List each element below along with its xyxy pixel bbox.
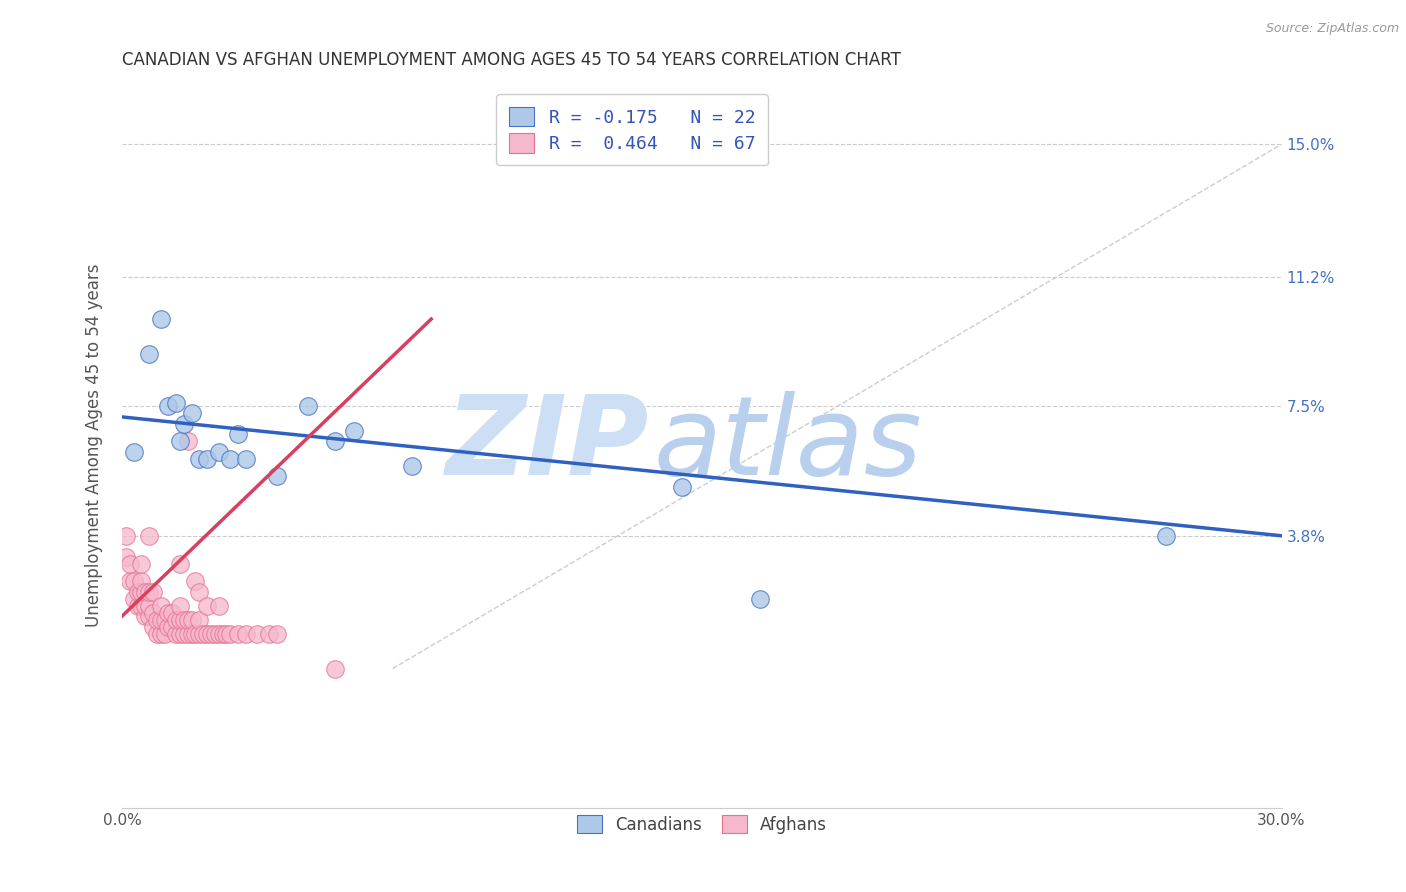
Point [195,599,218,613]
Point [149,312,172,326]
Point [138,599,160,613]
Point [118,574,141,589]
Point [153,626,176,640]
Point [235,626,257,640]
Point [184,574,207,589]
Point [195,451,218,466]
Legend: Canadians, Afghans: Canadians, Afghans [567,805,837,844]
Point [748,591,770,606]
Text: Source: ZipAtlas.com: Source: ZipAtlas.com [1265,22,1399,36]
Point [157,606,180,620]
Point [219,451,242,466]
Point [138,347,160,361]
Point [180,613,202,627]
Point [146,626,169,640]
Point [297,400,319,414]
Point [177,626,200,640]
Point [188,584,211,599]
Point [169,434,191,449]
Point [188,626,211,640]
Point [131,557,153,571]
Point [169,613,191,627]
Point [138,529,160,543]
Point [211,626,233,640]
Point [215,626,238,640]
Point [219,626,242,640]
Point [153,613,176,627]
Point [169,557,191,571]
Point [200,626,222,640]
Point [208,445,231,459]
Point [115,529,138,543]
Point [157,400,180,414]
Point [401,458,423,473]
Point [165,396,187,410]
Point [149,599,172,613]
Point [193,626,215,640]
Point [343,424,366,438]
Point [177,613,200,627]
Point [257,626,280,640]
Point [1154,529,1177,543]
Point [323,434,346,449]
Point [266,469,288,483]
Point [138,609,160,624]
Point [671,480,693,494]
Point [115,549,138,564]
Point [165,626,187,640]
Point [131,584,153,599]
Text: atlas: atlas [654,392,922,499]
Point [138,584,160,599]
Point [169,626,191,640]
Point [146,613,169,627]
Point [204,626,226,640]
Point [188,451,211,466]
Point [226,427,249,442]
Point [162,620,184,634]
Point [169,599,191,613]
Point [149,613,172,627]
Point [122,445,145,459]
Point [188,613,211,627]
Point [180,626,202,640]
Point [246,626,269,640]
Point [142,620,165,634]
Point [134,584,156,599]
Point [266,626,288,640]
Point [180,406,202,420]
Point [131,574,153,589]
Point [134,609,156,624]
Point [184,626,207,640]
Point [142,606,165,620]
Point [195,626,218,640]
Point [177,434,200,449]
Point [173,626,195,640]
Point [127,599,149,613]
Point [208,626,231,640]
Point [235,451,257,466]
Point [226,626,249,640]
Point [162,606,184,620]
Text: CANADIAN VS AFGHAN UNEMPLOYMENT AMONG AGES 45 TO 54 YEARS CORRELATION CHART: CANADIAN VS AFGHAN UNEMPLOYMENT AMONG AG… [122,51,901,69]
Point [165,613,187,627]
Y-axis label: Unemployment Among Ages 45 to 54 years: Unemployment Among Ages 45 to 54 years [86,263,103,627]
Point [134,599,156,613]
Point [127,584,149,599]
Point [131,599,153,613]
Point [173,417,195,431]
Point [118,557,141,571]
Point [157,620,180,634]
Point [173,613,195,627]
Text: ZIP: ZIP [446,392,650,499]
Point [323,662,346,676]
Point [122,574,145,589]
Point [208,599,231,613]
Point [149,626,172,640]
Point [142,584,165,599]
Point [122,591,145,606]
